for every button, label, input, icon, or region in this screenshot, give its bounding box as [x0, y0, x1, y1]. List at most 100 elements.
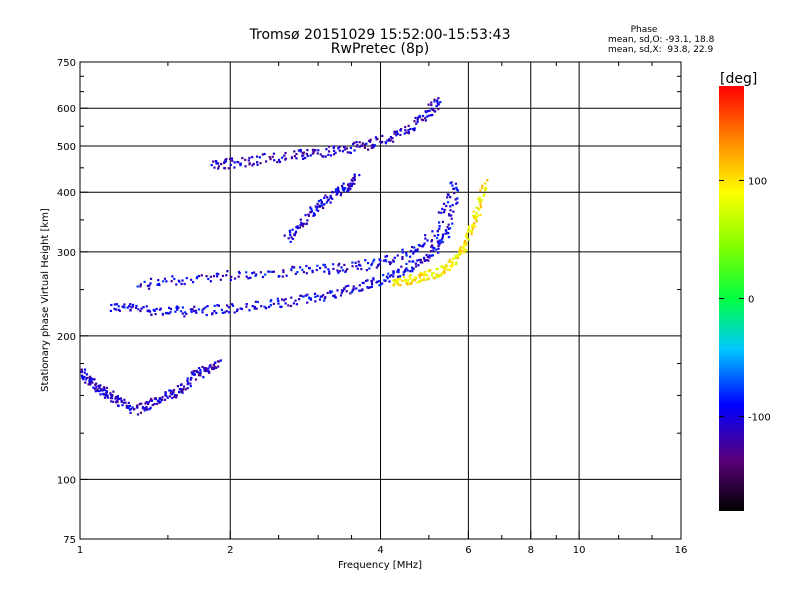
data-point	[211, 313, 214, 316]
data-point	[392, 140, 395, 143]
data-point	[169, 307, 173, 311]
data-point	[444, 263, 448, 267]
data-point	[159, 400, 162, 404]
data-point	[251, 304, 254, 308]
data-point	[355, 287, 358, 290]
data-point	[136, 413, 140, 416]
data-point	[307, 214, 311, 217]
data-point	[148, 309, 151, 312]
data-point	[339, 294, 343, 297]
data-point	[390, 274, 393, 277]
data-point	[385, 275, 389, 278]
data-point	[462, 247, 465, 250]
data-point	[296, 270, 299, 274]
data-point	[396, 270, 399, 273]
data-point	[239, 164, 242, 167]
data-point	[351, 261, 354, 264]
data-point	[422, 277, 426, 280]
data-point	[448, 214, 451, 217]
data-point	[473, 216, 476, 219]
data-point	[181, 391, 184, 394]
data-point	[441, 271, 445, 274]
data-point	[256, 300, 260, 304]
data-point	[131, 305, 134, 308]
data-point	[216, 162, 220, 165]
data-point	[290, 236, 293, 239]
data-point	[447, 223, 450, 226]
data-point	[318, 205, 322, 208]
data-point	[415, 122, 418, 125]
data-point	[333, 294, 336, 297]
data-point	[416, 120, 419, 123]
data-point	[424, 234, 427, 237]
data-point	[306, 219, 309, 222]
data-point	[256, 161, 259, 164]
data-point	[413, 279, 416, 282]
data-point	[209, 275, 212, 278]
data-point	[478, 196, 481, 199]
data-point	[385, 260, 388, 263]
data-point	[334, 190, 337, 193]
data-point	[299, 218, 302, 221]
data-point	[418, 276, 422, 279]
data-point	[88, 376, 91, 379]
data-point	[451, 203, 454, 207]
data-point	[481, 184, 484, 187]
data-point	[411, 270, 414, 273]
data-point	[282, 270, 285, 274]
data-point	[291, 228, 294, 231]
data-point	[192, 310, 195, 313]
data-point	[86, 376, 89, 380]
data-point	[297, 149, 300, 152]
data-point	[103, 386, 106, 389]
data-point	[327, 145, 331, 148]
data-point	[396, 282, 399, 285]
data-point	[195, 311, 198, 314]
data-point	[186, 383, 189, 386]
data-point	[260, 304, 263, 308]
data-point	[310, 211, 313, 214]
data-point	[441, 233, 445, 236]
data-point	[384, 142, 388, 145]
data-point	[300, 223, 304, 227]
data-point	[351, 142, 355, 146]
data-point	[346, 187, 350, 190]
data-point	[390, 261, 393, 264]
data-point	[386, 277, 389, 280]
data-point	[121, 305, 124, 308]
data-point	[334, 188, 338, 191]
data-point	[306, 148, 309, 152]
data-point	[340, 289, 344, 292]
data-point	[95, 382, 98, 385]
x-tick-label: 2	[227, 545, 233, 556]
data-point	[143, 409, 146, 412]
data-point	[478, 208, 481, 211]
data-point	[370, 262, 374, 265]
data-point	[189, 308, 192, 311]
data-point	[115, 397, 118, 400]
x-axis: 1 2 4 6 8 10 16	[77, 62, 687, 556]
data-point	[452, 257, 455, 261]
data-point	[155, 402, 158, 405]
data-point	[217, 272, 220, 276]
data-point	[471, 227, 474, 230]
data-point	[389, 139, 392, 142]
x-tick-label: 6	[465, 545, 471, 556]
data-point	[353, 173, 356, 176]
data-point	[83, 371, 86, 374]
data-point	[406, 283, 410, 286]
data-point	[150, 399, 154, 402]
data-point	[443, 271, 446, 275]
data-point	[431, 246, 434, 249]
data-point	[318, 298, 322, 301]
data-point	[100, 389, 103, 392]
data-point	[305, 222, 308, 225]
data-point	[217, 365, 220, 368]
data-point	[182, 388, 185, 391]
data-point	[467, 238, 470, 241]
data-point	[96, 388, 99, 391]
data-point	[149, 399, 152, 402]
data-point	[305, 272, 308, 275]
data-point	[320, 200, 324, 203]
data-point	[405, 267, 408, 270]
